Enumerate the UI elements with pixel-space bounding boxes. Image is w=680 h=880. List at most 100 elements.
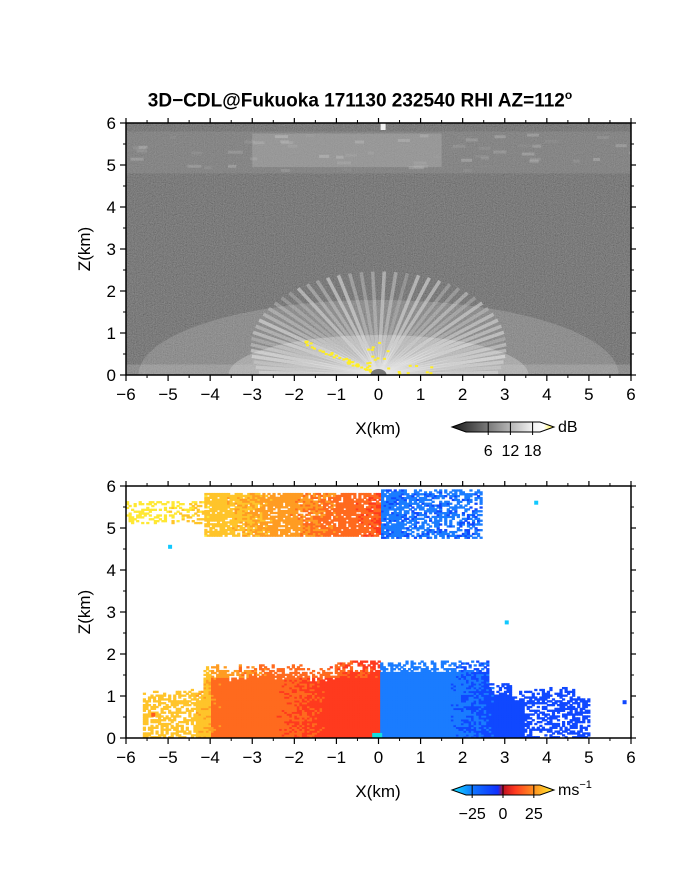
velocity-pixel — [281, 668, 285, 671]
velocity-pixel — [496, 724, 500, 728]
velocity-pixel — [463, 705, 467, 709]
velocity-pixel — [269, 722, 273, 726]
velocity-pixel — [301, 715, 306, 718]
velocity-pixel — [246, 719, 250, 722]
velocity-pixel — [468, 692, 472, 695]
velocity-pixel — [241, 713, 245, 716]
velocity-pixel — [400, 666, 404, 669]
velocity-pixel — [423, 696, 427, 699]
velocity-pixel — [471, 713, 475, 716]
velocity-pixel — [327, 686, 331, 690]
velocity-pixel — [241, 728, 245, 731]
velocity-pixel — [359, 726, 364, 729]
velocity-pixel — [205, 702, 210, 705]
velocity-pixel — [291, 728, 296, 731]
velocity-pixel — [248, 677, 253, 680]
velocity-pixel — [301, 683, 306, 686]
velocity-pixel — [274, 719, 278, 722]
velocity-pixel — [405, 719, 409, 722]
velocity-pixel — [435, 707, 439, 711]
cloud-speck — [593, 158, 601, 162]
velocity-pixel — [195, 719, 200, 722]
velocity-pixel — [243, 702, 248, 705]
velocity-pixel — [269, 696, 273, 699]
velocity-pixel — [418, 720, 422, 724]
velocity-pixel — [380, 673, 384, 677]
velocity-pixel — [488, 702, 492, 705]
velocity-pixel — [375, 703, 379, 707]
velocity-pixel — [322, 713, 326, 716]
velocity-pixel — [334, 734, 338, 737]
velocity-pixel — [291, 698, 296, 701]
velocity-pixel — [327, 675, 331, 678]
velocity-pixel — [347, 690, 351, 694]
velocity-pixel — [349, 668, 354, 671]
velocity-pixel — [256, 715, 260, 718]
velocity-pixel — [152, 700, 157, 703]
velocity-pixel — [370, 724, 374, 728]
velocity-pixel — [405, 724, 409, 728]
velocity-pixel — [415, 690, 419, 694]
velocity-pixel — [246, 681, 250, 684]
velocity-pixel — [428, 730, 432, 733]
velocity-pixel — [503, 720, 508, 724]
velocity-pixel — [390, 688, 394, 692]
velocity-pixel — [413, 709, 417, 712]
backscatter-beam — [267, 306, 380, 375]
velocity-pixel — [276, 711, 280, 714]
velocity-pixel — [223, 690, 227, 694]
velocity-pixel — [453, 692, 457, 695]
velocity-pixel — [463, 728, 467, 731]
velocity-pixel — [317, 709, 321, 712]
velocity-pixel — [377, 715, 381, 718]
velocity-pixel — [501, 713, 505, 716]
velocity-pixel — [407, 679, 412, 682]
velocity-pixel — [248, 683, 253, 686]
velocity-pixel — [471, 705, 475, 709]
velocity-pixel — [372, 713, 376, 716]
velocity-pixel — [327, 668, 331, 671]
velocity-pixel — [319, 703, 323, 707]
velocity-pixel — [198, 734, 202, 737]
velocity-pixel — [238, 683, 242, 686]
velocity-pixel — [319, 711, 323, 714]
velocity-pixel — [359, 715, 364, 718]
velocity-pixel — [428, 698, 432, 701]
velocity-pixel — [347, 685, 351, 688]
velocity-pixel — [160, 726, 164, 729]
velocity-pixel — [246, 734, 250, 737]
velocity-pixel — [359, 724, 364, 728]
velocity-pixel — [380, 717, 384, 720]
velocity-pixel — [286, 720, 290, 724]
velocity-pixel — [367, 730, 371, 733]
velocity-pixel — [294, 683, 298, 686]
velocity-pixel — [216, 664, 220, 667]
velocity-pixel — [460, 683, 465, 686]
velocity-pixel — [428, 669, 432, 673]
velocity-pixel — [468, 722, 472, 726]
velocity-pixel — [281, 728, 285, 731]
velocity-pixel — [450, 673, 455, 677]
velocity-pixel — [440, 709, 444, 712]
velocity-pixel — [397, 719, 402, 722]
velocity-pixel — [362, 728, 366, 731]
high-db-speck — [310, 346, 314, 349]
velocity-pixel — [256, 707, 260, 711]
velocity-pixel — [453, 690, 457, 694]
backscatter-xtick-label: 3 — [500, 385, 509, 404]
velocity-pixel — [385, 722, 389, 726]
velocity-pixel — [392, 675, 397, 678]
velocity-pixel — [213, 683, 217, 686]
velocity-pixel — [380, 724, 384, 728]
velocity-pixel — [476, 713, 480, 716]
velocity-pixel — [264, 679, 268, 682]
velocity-pixel — [246, 717, 250, 720]
velocity-pixel — [395, 686, 399, 690]
velocity-pixel — [390, 713, 394, 716]
velocity-pixel — [468, 690, 472, 694]
velocity-pixel — [342, 664, 346, 667]
velocity-pixel — [304, 685, 308, 688]
velocity-pixel — [324, 715, 328, 718]
velocity-pixel — [445, 720, 450, 724]
